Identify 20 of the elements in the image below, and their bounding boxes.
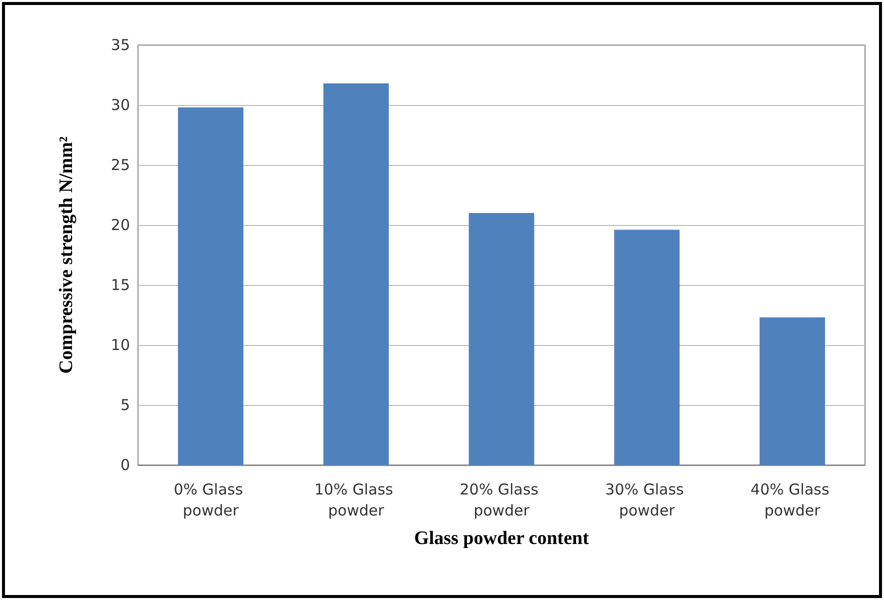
y-tick-label: 20 bbox=[110, 216, 130, 234]
bar bbox=[760, 317, 826, 465]
y-tick-label: 25 bbox=[110, 156, 130, 174]
x-tick-label: 20% Glass powder bbox=[460, 480, 544, 520]
bar bbox=[468, 213, 534, 465]
bar bbox=[323, 83, 389, 465]
x-axis-title: Glass powder content bbox=[414, 528, 590, 549]
y-tick-label: 35 bbox=[110, 36, 130, 54]
x-tick-label: 0% Glass powder bbox=[174, 480, 248, 520]
y-tick-label: 10 bbox=[110, 336, 130, 354]
x-tick-label: 10% Glass powder bbox=[314, 480, 398, 520]
x-tick-label: 30% Glass powder bbox=[605, 480, 689, 520]
bar bbox=[614, 230, 680, 465]
y-tick-label: 5 bbox=[120, 396, 130, 414]
bar bbox=[178, 107, 244, 465]
y-tick-label: 15 bbox=[110, 276, 130, 294]
x-tick-label: 40% Glass powder bbox=[750, 480, 834, 520]
y-axis-title: Compressive strength N/mm² bbox=[56, 136, 77, 374]
y-tick-label: 30 bbox=[110, 96, 130, 114]
y-tick-label: 0 bbox=[120, 456, 130, 474]
